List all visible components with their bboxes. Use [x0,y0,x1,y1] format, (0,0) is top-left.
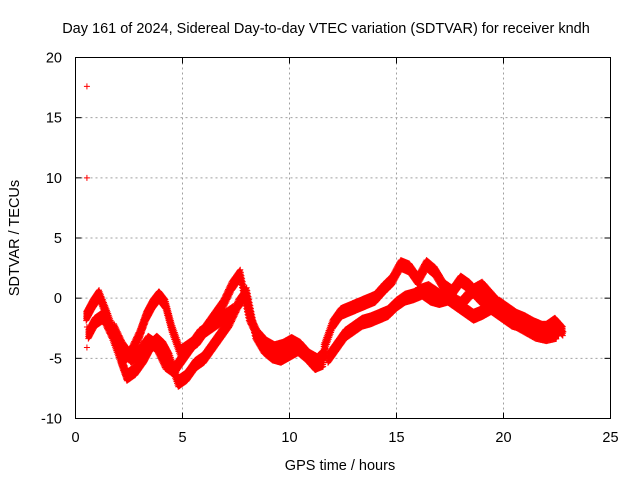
x-tick-label: 10 [281,430,297,446]
x-axis-label: GPS time / hours [285,458,395,474]
data-points [83,83,567,390]
data-point [134,339,141,346]
y-tick-label: -10 [41,412,62,428]
x-tick-label: 25 [602,430,618,446]
y-tick-label: 0 [54,291,62,307]
tick-labels: 0 5 10 15 20 25 -10 -5 0 5 10 15 20 [41,51,619,447]
chart-title: Day 161 of 2024, Sidereal Day-to-day VTE… [62,21,590,37]
y-tick-label: 15 [46,111,62,127]
y-axis-label: SDTVAR / TECUs [7,180,23,296]
x-tick-label: 5 [178,430,186,446]
y-tick-label: 10 [46,171,62,187]
data-point [136,336,143,343]
data-point [135,338,142,345]
x-tick-label: 15 [388,430,404,446]
grid-lines [75,57,611,419]
y-tick-label: 20 [46,51,62,67]
y-tick-label: -5 [49,351,62,367]
data-point [134,340,141,347]
x-tick-label: 20 [495,430,511,446]
y-tick-label: 5 [54,231,62,247]
x-tick-label: 0 [71,430,79,446]
